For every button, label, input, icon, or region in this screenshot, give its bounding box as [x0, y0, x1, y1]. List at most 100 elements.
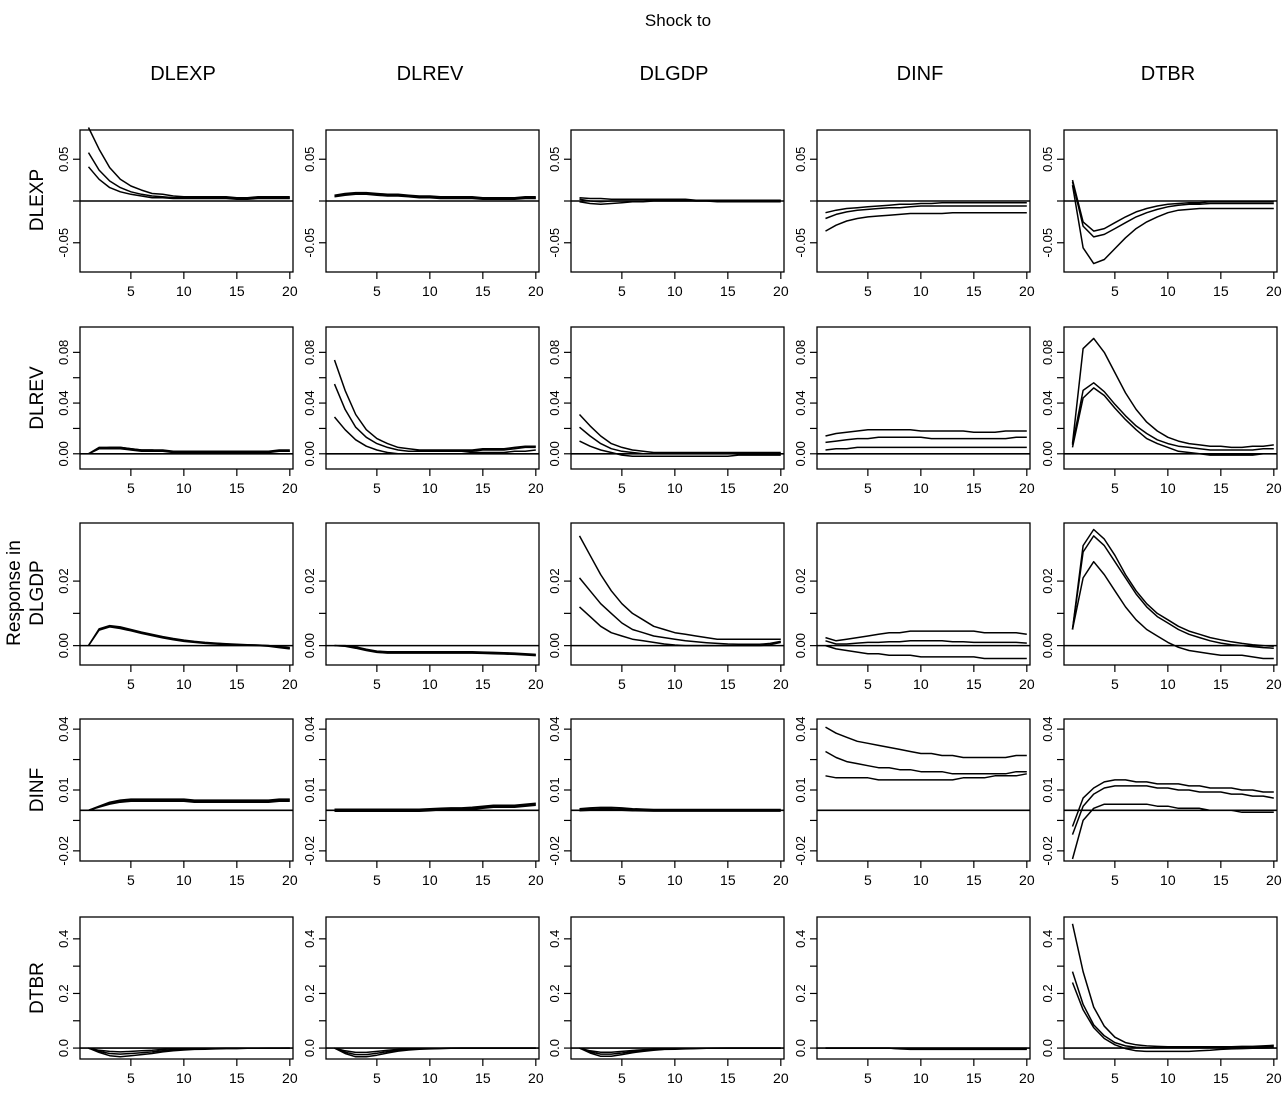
- panel-frame: [570, 326, 785, 470]
- x-tick-label: 20: [1266, 1070, 1282, 1086]
- irf-line-upper-band: [1071, 779, 1274, 827]
- y-tick-label: 0.0: [547, 1039, 562, 1057]
- y-tick-label: 0.02: [793, 568, 808, 593]
- y-tick-label: 0.4: [56, 930, 71, 948]
- irf-line-lower-band: [88, 447, 290, 455]
- irf-line-estimate: [87, 152, 290, 200]
- irf-line-estimate: [334, 192, 536, 200]
- x-tick-label: 20: [773, 872, 789, 888]
- panel-dtbr-dlrev: 0.0 0.2 0.4 5 10 15 20: [302, 916, 544, 1086]
- y-tick-label: 0.0: [793, 1039, 808, 1057]
- irf-line-upper-band: [334, 802, 536, 811]
- y-tick-label: 0.01: [793, 777, 808, 802]
- panel-frame: [816, 522, 1031, 666]
- irf-line-estimate: [88, 799, 290, 812]
- irf-line-upper-band: [579, 806, 781, 811]
- x-tick-label: 15: [229, 480, 245, 496]
- y-tick-label: 0.00: [793, 441, 808, 466]
- irf-line-upper-band: [1071, 528, 1274, 648]
- irf-line-estimate: [825, 640, 1027, 645]
- y-tick-label: 0.00: [1040, 633, 1055, 658]
- irf-line-lower-band: [825, 211, 1027, 232]
- x-tick-label: 15: [229, 872, 245, 888]
- irf-line-lower-band: [825, 644, 1027, 660]
- y-tick-label: -0.02: [56, 836, 71, 866]
- y-tick-label: 0.00: [547, 441, 562, 466]
- y-tick-label: 0.0: [1040, 1039, 1055, 1057]
- x-tick-label: 10: [913, 1070, 929, 1086]
- irf-line-estimate: [1071, 382, 1274, 451]
- panel-frame: [325, 326, 540, 470]
- x-tick-label: 10: [176, 872, 192, 888]
- row-label-dlexp: DLEXP: [27, 169, 48, 231]
- irf-line-lower-band: [333, 416, 536, 455]
- x-tick-label: 10: [422, 480, 438, 496]
- irf-line-estimate: [825, 436, 1027, 444]
- x-tick-label: 5: [618, 480, 626, 496]
- irf-line-estimate: [1071, 971, 1274, 1049]
- x-tick-label: 5: [373, 480, 381, 496]
- panel-dinf-dlrev: -0.02 0.01 0.04 5 10 15 20: [302, 716, 544, 888]
- irf-line-upper-band: [88, 798, 290, 811]
- x-tick-label: 10: [1160, 480, 1176, 496]
- y-tick-label: 0.01: [302, 777, 317, 802]
- y-tick-label: -0.05: [793, 228, 808, 258]
- y-tick-label: 0.00: [56, 633, 71, 658]
- irf-line-estimate: [579, 807, 781, 812]
- panel-frame: [570, 718, 785, 862]
- y-tick-label: 0.04: [793, 390, 808, 415]
- y-tick-label: -0.05: [1040, 228, 1055, 258]
- y-tick-label: 0.01: [547, 777, 562, 802]
- irf-line-upper-band: [333, 359, 536, 451]
- row-label-dlrev: DLREV: [27, 366, 48, 430]
- x-tick-label: 15: [966, 872, 982, 888]
- x-tick-label: 10: [1160, 872, 1176, 888]
- y-tick-label: 0.2: [302, 984, 317, 1002]
- x-tick-label: 20: [773, 283, 789, 299]
- x-tick-label: 5: [127, 872, 135, 888]
- x-tick-label: 10: [176, 676, 192, 692]
- y-tick-label: 0.2: [56, 984, 71, 1002]
- x-tick-label: 15: [475, 676, 491, 692]
- x-tick-label: 15: [229, 283, 245, 299]
- row-label-dtbr: DTBR: [27, 962, 48, 1014]
- irf-line-upper-band: [1071, 179, 1274, 232]
- panel-dlgdp-dlgdp: 0.00 0.02 5 10 15 20: [547, 522, 789, 692]
- y-tick-label: 0.04: [1040, 390, 1055, 415]
- column-title-dlgdp: DLGDP: [640, 63, 709, 85]
- irf-line-lower-band: [825, 446, 1027, 451]
- row-label-dinf: DINF: [27, 768, 48, 812]
- panel-dlrev-dinf: 0.00 0.04 0.08 5 10 15 20: [793, 326, 1035, 496]
- panel-dinf-dlexp: -0.02 0.01 0.04 5 10 15 20: [56, 716, 298, 888]
- irf-line-upper-band: [1071, 337, 1274, 449]
- irf-line-estimate: [333, 383, 536, 453]
- irf-line-lower-band: [334, 193, 536, 201]
- panel-dlgdp-dlexp: 0.00 0.02 5 10 15 20: [56, 522, 298, 692]
- x-tick-label: 15: [229, 1070, 245, 1086]
- irf-line-lower-band: [334, 1047, 536, 1058]
- panel-frame: [79, 718, 294, 862]
- irf-line-lower-band: [578, 606, 781, 647]
- y-tick-label: 0.0: [56, 1039, 71, 1057]
- x-tick-label: 10: [913, 480, 929, 496]
- y-tick-label: 0.05: [302, 147, 317, 172]
- irf-line-lower-band: [579, 440, 781, 458]
- irf-line-estimate: [579, 426, 781, 455]
- x-tick-label: 20: [528, 480, 544, 496]
- x-tick-label: 5: [1111, 283, 1119, 299]
- x-tick-label: 20: [1266, 480, 1282, 496]
- y-tick-label: 0.4: [1040, 930, 1055, 948]
- panel-dtbr-dtbr: 0.0 0.2 0.4 5 10 15 20: [1040, 916, 1282, 1086]
- y-tick-label: -0.02: [547, 836, 562, 866]
- panel-frame: [1063, 916, 1278, 1060]
- irf-line-upper-band: [825, 630, 1027, 642]
- panel-dinf-dinf: -0.02 0.01 0.04 5 10 15 20: [793, 716, 1035, 888]
- irf-line-lower-band: [87, 166, 290, 201]
- irf-line-upper-band: [87, 127, 290, 199]
- y-tick-label: -0.02: [793, 836, 808, 866]
- column-title-dinf: DINF: [897, 63, 944, 85]
- x-tick-label: 10: [667, 1070, 683, 1086]
- y-tick-label: 0.08: [547, 340, 562, 365]
- x-tick-label: 20: [1266, 676, 1282, 692]
- irf-line-lower-band: [579, 1047, 781, 1058]
